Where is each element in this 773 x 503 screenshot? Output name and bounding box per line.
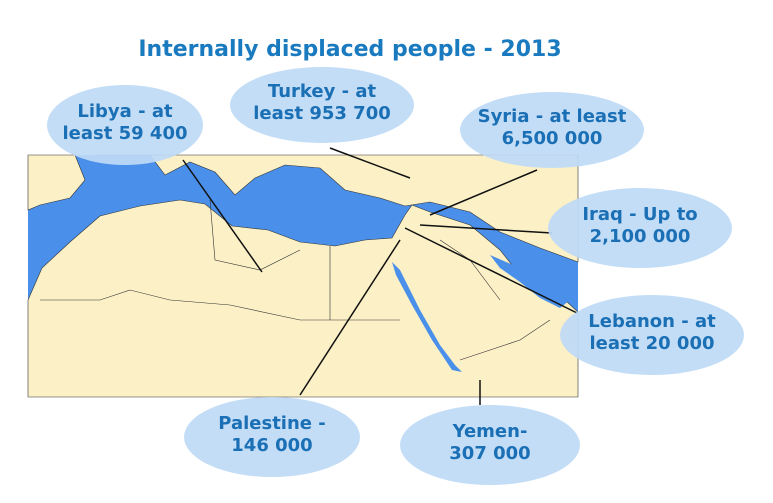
red-sea [392, 262, 462, 372]
callout-text: Syria - at least [478, 106, 627, 127]
title: Internally displaced people - 2013 [138, 37, 561, 62]
callout-bubble [47, 85, 203, 165]
leader-line [182, 159, 263, 273]
callout-text: Turkey - at [268, 81, 377, 102]
callout-text: Iraq - Up to [582, 204, 697, 225]
callout-text: 146 000 [231, 435, 312, 456]
callout-text: Libya - at [77, 101, 173, 122]
callout-bubble [460, 92, 644, 168]
callout-text: 307 000 [449, 443, 530, 464]
borders [40, 199, 551, 361]
leader-line [404, 227, 578, 314]
callout-bubble [560, 295, 744, 375]
callout-text: 6,500 000 [502, 128, 603, 149]
callout-text: least 59 400 [63, 123, 188, 144]
callout-text: least 953 700 [253, 103, 391, 124]
callout-bubble [230, 67, 414, 143]
callout-bubble [548, 188, 732, 268]
leader-line [429, 169, 538, 216]
callout-text: Palestine - [218, 413, 325, 434]
leader-line [329, 147, 411, 179]
callout-bubble [400, 405, 580, 485]
callout-bubble [184, 397, 360, 477]
callout-text: Lebanon - at [588, 311, 716, 332]
callout-text: 2,100 000 [590, 226, 691, 247]
map [27, 154, 579, 398]
leader-line [299, 239, 401, 396]
leader-line [419, 224, 553, 234]
europe-anatolia [95, 154, 579, 263]
callout-text: least 20 000 [590, 333, 715, 354]
callout-text: Yemen- [452, 421, 528, 442]
gulf [490, 255, 570, 308]
